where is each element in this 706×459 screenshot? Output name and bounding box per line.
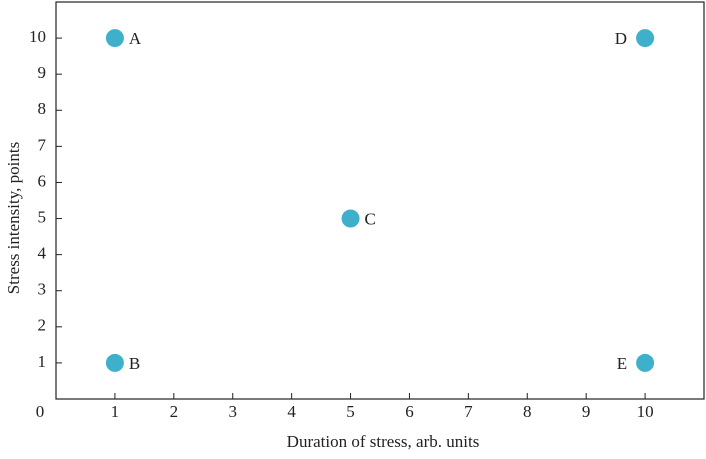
x-tick-label: 9 bbox=[582, 402, 591, 421]
x-tick-label: 8 bbox=[523, 402, 532, 421]
x-tick-label: 0 bbox=[36, 402, 45, 421]
y-tick-label: 8 bbox=[38, 99, 47, 118]
y-tick-label: 9 bbox=[38, 63, 47, 82]
x-axis-label: Duration of stress, arb. units bbox=[287, 432, 480, 451]
point-label: E bbox=[617, 354, 627, 373]
point-label: C bbox=[365, 209, 376, 228]
point-label: B bbox=[129, 354, 140, 373]
point bbox=[341, 209, 360, 228]
plot-frame bbox=[55, 1, 705, 400]
x-tick-label: 6 bbox=[405, 402, 414, 421]
point bbox=[105, 29, 124, 48]
y-tick-label: 4 bbox=[38, 244, 47, 263]
point bbox=[105, 353, 124, 372]
x-tick-label: 10 bbox=[637, 402, 654, 421]
x-tick-label: 5 bbox=[346, 402, 355, 421]
point-label: A bbox=[129, 29, 142, 48]
y-tick-label: 2 bbox=[38, 316, 47, 335]
x-tick-label: 2 bbox=[170, 402, 179, 421]
y-tick-label: 1 bbox=[38, 352, 47, 371]
y-tick-label: 6 bbox=[38, 171, 47, 190]
point bbox=[636, 29, 655, 48]
y-tick-label: 7 bbox=[38, 135, 47, 154]
y-axis-label: Stress intensity, points bbox=[4, 142, 23, 294]
y-tick-label: 3 bbox=[38, 280, 47, 299]
x-tick-label: 7 bbox=[464, 402, 473, 421]
y-tick-label: 5 bbox=[38, 207, 47, 226]
x-tick-label: 3 bbox=[228, 402, 237, 421]
x-tick-label: 4 bbox=[287, 402, 296, 421]
point bbox=[636, 353, 655, 372]
y-tick-label: 10 bbox=[29, 27, 46, 46]
point-label: D bbox=[615, 29, 627, 48]
x-tick-label: 1 bbox=[111, 402, 120, 421]
